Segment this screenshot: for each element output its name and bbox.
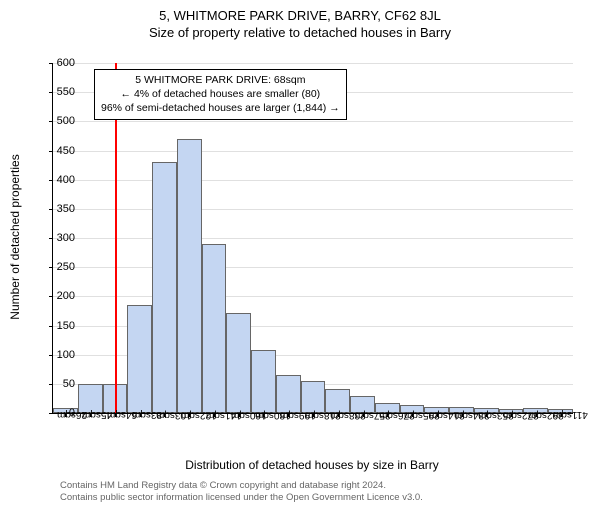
y-tick-label: 150 (35, 320, 75, 332)
histogram-bar (202, 244, 227, 413)
histogram-chart: 5 WHITMORE PARK DRIVE: 68sqm ← 4% of det… (52, 63, 572, 413)
info-box: 5 WHITMORE PARK DRIVE: 68sqm ← 4% of det… (94, 69, 347, 120)
y-tick-label: 300 (35, 232, 75, 244)
y-tick-label: 450 (35, 145, 75, 157)
y-tick-label: 550 (35, 86, 75, 98)
histogram-bar (127, 305, 152, 413)
histogram-bar (226, 313, 251, 413)
y-tick-label: 400 (35, 174, 75, 186)
histogram-bar (152, 162, 177, 413)
page-title: 5, WHITMORE PARK DRIVE, BARRY, CF62 8JL (0, 8, 600, 23)
info-line-2: ← 4% of detached houses are smaller (80) (101, 87, 340, 101)
info-line-1: 5 WHITMORE PARK DRIVE: 68sqm (101, 73, 340, 87)
histogram-bar (177, 139, 202, 413)
y-tick-label: 600 (35, 57, 75, 69)
footer-attribution: Contains HM Land Registry data © Crown c… (60, 480, 423, 505)
y-tick-label: 500 (35, 115, 75, 127)
footer-line-2: Contains public sector information licen… (60, 492, 423, 504)
y-tick-label: 50 (35, 378, 75, 390)
y-tick-label: 100 (35, 349, 75, 361)
y-tick-label: 350 (35, 203, 75, 215)
histogram-bar (251, 350, 276, 413)
y-tick-label: 250 (35, 261, 75, 273)
histogram-bar (276, 375, 301, 413)
histogram-bar (301, 381, 326, 413)
footer-line-1: Contains HM Land Registry data © Crown c… (60, 480, 423, 492)
x-axis-label: Distribution of detached houses by size … (52, 458, 572, 472)
y-tick-label: 200 (35, 290, 75, 302)
page-subtitle: Size of property relative to detached ho… (0, 25, 600, 40)
y-axis-label: Number of detached properties (8, 147, 22, 327)
info-line-3: 96% of semi-detached houses are larger (… (101, 101, 340, 115)
